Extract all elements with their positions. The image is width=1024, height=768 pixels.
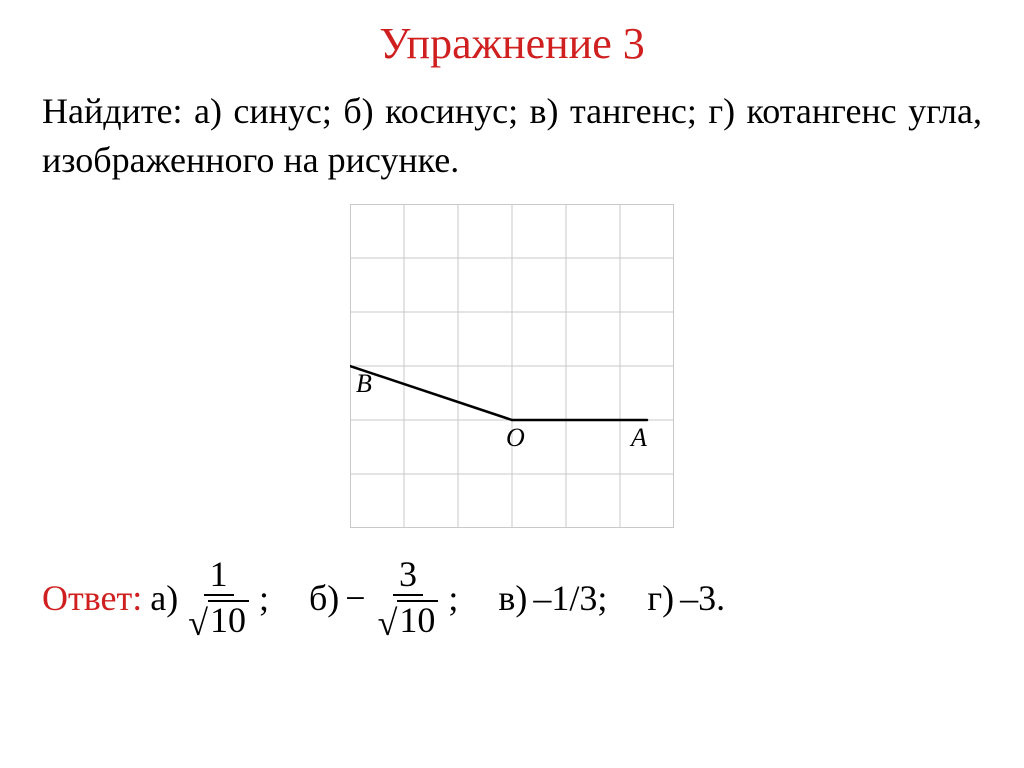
answers-row: Ответ: а) 1 √ 10 ; б) − 3 [42, 556, 982, 640]
angle-diagram: O A B [350, 204, 674, 528]
answer-b-denominator: √ 10 [372, 596, 445, 640]
answer-d-value: –3. [680, 577, 725, 619]
answer-part-b: б) − 3 √ 10 ; [309, 556, 458, 640]
answer-c-prefix: в) [498, 577, 527, 619]
answer-b-radicand: 10 [397, 600, 438, 640]
answer-a-numerator: 1 [204, 556, 234, 596]
answer-label: Ответ: [42, 577, 142, 619]
sqrt-icon: √ 10 [188, 600, 249, 640]
answer-part-a: а) 1 √ 10 ; [150, 556, 269, 640]
radical-sign: √ [188, 605, 208, 641]
svg-text:B: B [356, 369, 372, 398]
answer-a-fraction: 1 √ 10 [182, 556, 255, 640]
answer-b-numerator: 3 [393, 556, 423, 596]
svg-text:A: A [629, 423, 647, 452]
answer-b-prefix: б) [309, 577, 339, 619]
answer-d-prefix: г) [647, 577, 674, 619]
exercise-title: Упражнение 3 [42, 18, 982, 69]
diagram-container: O A B [42, 204, 982, 528]
radical-sign: √ [378, 605, 398, 641]
answer-part-c: в) –1/3; [498, 577, 607, 619]
answer-part-d: г) –3. [647, 577, 725, 619]
answer-a-suffix: ; [259, 577, 269, 619]
answer-b-suffix: ; [448, 577, 458, 619]
answer-a-prefix: а) [150, 577, 178, 619]
problem-statement: Найдите: а) синус; б) косинус; в) танген… [42, 87, 982, 184]
answer-a-radicand: 10 [208, 600, 249, 640]
answer-a-denominator: √ 10 [182, 596, 255, 640]
answer-c-value: –1/3; [533, 577, 607, 619]
svg-text:O: O [506, 423, 525, 452]
sqrt-icon: √ 10 [378, 600, 439, 640]
answer-b-sign: − [345, 577, 365, 619]
answer-b-fraction: 3 √ 10 [372, 556, 445, 640]
